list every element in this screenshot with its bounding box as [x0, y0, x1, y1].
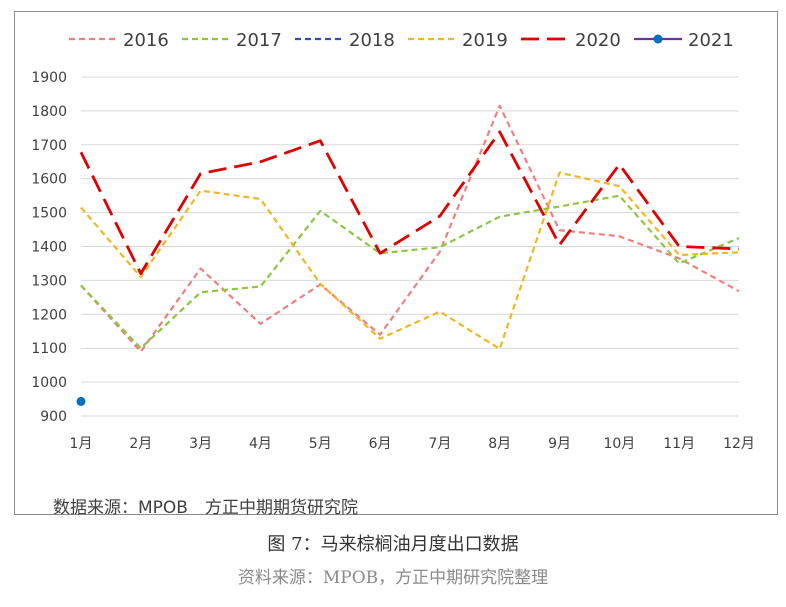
y-tick-label: 1000 [31, 375, 67, 391]
y-tick-label: 1300 [31, 273, 67, 289]
series-line-2019 [80, 171, 740, 350]
x-tick-label: 6月 [369, 436, 392, 452]
gridlines [81, 76, 739, 417]
x-tick-label: 5月 [309, 436, 332, 452]
legend-marker-2021 [653, 34, 663, 44]
legend-label-2020: 2020 [575, 30, 621, 51]
legend-label-2017: 2017 [236, 30, 282, 51]
x-tick-label: 12月 [723, 436, 755, 452]
series-layer [76, 104, 740, 406]
series-line-2020 [79, 130, 740, 275]
y-tick-label: 1500 [31, 206, 67, 222]
x-tick-label: 11月 [663, 436, 695, 452]
data-point-2021 [76, 396, 86, 406]
legend: 2016 2017 2018 2019 2020 2021 [69, 30, 734, 51]
chart-frame: 2016 2017 2018 2019 2020 2021 900 1000 1100 1200… [14, 11, 778, 518]
y-tick-label: 1100 [31, 341, 67, 357]
line-chart: 2016 2017 2018 2019 2020 2021 900 1000 1100 1200… [31, 30, 755, 452]
x-tick-label: 1月 [70, 436, 93, 452]
y-tick-label: 1800 [31, 104, 67, 120]
legend-label-2019: 2019 [462, 30, 508, 51]
legend-label-2016: 2016 [123, 30, 169, 51]
y-tick-label: 1400 [31, 240, 67, 256]
x-tick-label: 7月 [428, 436, 451, 452]
series-line-2016 [80, 104, 740, 353]
x-tick-label: 9月 [548, 436, 571, 452]
x-tick-label: 2月 [129, 436, 152, 452]
chart-source-note: 数据来源：MPOB 方正中期期货研究院 [53, 498, 358, 518]
y-axis: 900 1000 1100 1200 1300 1400 1500 1600 1700 1800 1… [31, 70, 67, 425]
y-tick-label: 1900 [31, 70, 67, 86]
figure-caption: 图 7：马来棕榈油月度出口数据 [267, 534, 519, 555]
x-tick-label: 8月 [488, 436, 511, 452]
legend-label-2018: 2018 [349, 30, 395, 51]
legend-label-2021: 2021 [688, 30, 734, 51]
figure-source: 资料来源：MPOB，方正中期研究院整理 [237, 568, 549, 588]
y-tick-label: 1600 [31, 172, 67, 188]
y-tick-label: 1200 [31, 307, 67, 323]
y-tick-label: 1700 [31, 138, 67, 154]
y-tick-label: 900 [40, 409, 67, 425]
x-tick-label: 3月 [189, 436, 212, 452]
x-tick-label: 4月 [249, 436, 272, 452]
x-tick-label: 10月 [603, 436, 635, 452]
series-line-2017 [80, 194, 740, 350]
x-axis: 1月 2月 3月 4月 5月 6月 7月 8月 9月 10月 11月 12月 [70, 436, 755, 452]
